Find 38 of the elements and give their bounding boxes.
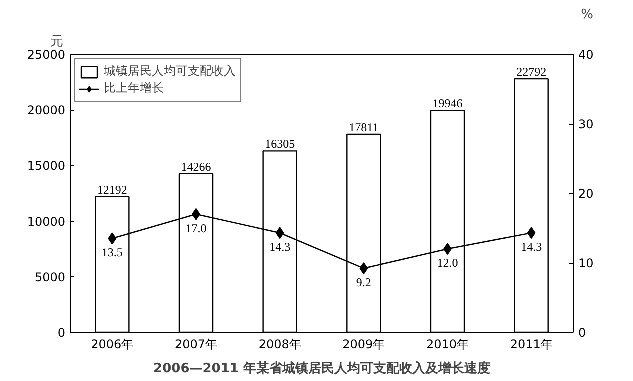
text: 2006—2011 年某省城镇居民人均可支配收入及增长速度 bbox=[154, 360, 490, 376]
y-axis-title: 元 bbox=[50, 34, 64, 50]
legend-label: 比上年增长 bbox=[104, 80, 164, 97]
y-tick-label: 20000 bbox=[27, 104, 66, 118]
y2-tick-label: 10 bbox=[578, 256, 594, 270]
x-tick-label: 2011年 bbox=[510, 338, 553, 352]
point bbox=[108, 232, 117, 245]
data-label: 14.3 bbox=[521, 240, 542, 254]
data-label: 9.2 bbox=[356, 276, 372, 290]
x-tick-label: 2007年 bbox=[174, 338, 218, 352]
y-tick-label: 10000 bbox=[27, 214, 66, 229]
data-label: 22792 bbox=[516, 65, 547, 80]
point bbox=[360, 262, 368, 275]
data-label: 14.3 bbox=[270, 240, 291, 254]
y2-tick-label: 30 bbox=[578, 118, 594, 132]
data-label: 17.0 bbox=[186, 221, 207, 236]
data-label: 12.0 bbox=[437, 256, 458, 270]
y-tick-label: 0 bbox=[58, 326, 66, 340]
data-label: 13.5 bbox=[102, 246, 123, 260]
y2-tick-label: 0 bbox=[578, 326, 586, 340]
y-tick-label: 15000 bbox=[27, 159, 66, 174]
x-tick-label: 2008年 bbox=[258, 338, 302, 352]
x-tick-label: 2006年 bbox=[91, 338, 134, 352]
y2-tick-label: 20 bbox=[578, 187, 594, 201]
x-tick-label: 2010年 bbox=[426, 338, 470, 352]
point bbox=[527, 227, 536, 240]
y-tick-label: 5000 bbox=[34, 270, 66, 284]
x-tick-label: 2009年 bbox=[342, 338, 386, 352]
data-label: 14266 bbox=[181, 160, 212, 174]
y-tick-label: 25000 bbox=[27, 48, 66, 62]
y2-tick-label: 40 bbox=[578, 48, 594, 62]
data-label: 12192 bbox=[97, 182, 128, 197]
data-label: 16305 bbox=[265, 137, 296, 152]
data-label: 17811 bbox=[349, 120, 379, 134]
y2-axis-title: % bbox=[581, 8, 594, 22]
data-label: 19946 bbox=[432, 96, 463, 111]
legend-label: 城镇居民人均可支配收入 bbox=[104, 63, 236, 80]
point bbox=[276, 227, 284, 240]
